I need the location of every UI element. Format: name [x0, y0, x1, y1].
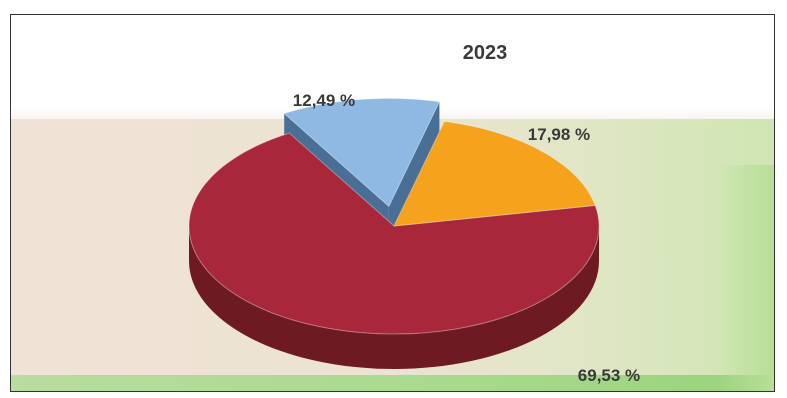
chart-frame: 2023 69,53 % 12,49 % 17,98 %	[10, 14, 775, 392]
pie-slice-1-rim	[189, 226, 599, 369]
data-label-1: 69,53 %	[578, 366, 640, 385]
background-green-edge	[714, 165, 774, 391]
data-label-3: 17,98 %	[528, 125, 590, 144]
pie-slice-2-wall-2	[388, 101, 440, 242]
pie-slice-1-top	[188, 132, 600, 335]
chart-title: 2023	[463, 42, 508, 64]
pie-slice-3-top	[393, 120, 596, 227]
data-label-2: 12,49 %	[293, 91, 355, 110]
pie-tops	[188, 97, 600, 335]
background-green-band	[11, 375, 774, 391]
pie-slice-2-top	[283, 97, 441, 208]
pie-labels: 69,53 % 12,49 % 17,98 %	[293, 91, 640, 385]
pie-chart: 2023 69,53 % 12,49 % 17,98 %	[188, 42, 640, 385]
